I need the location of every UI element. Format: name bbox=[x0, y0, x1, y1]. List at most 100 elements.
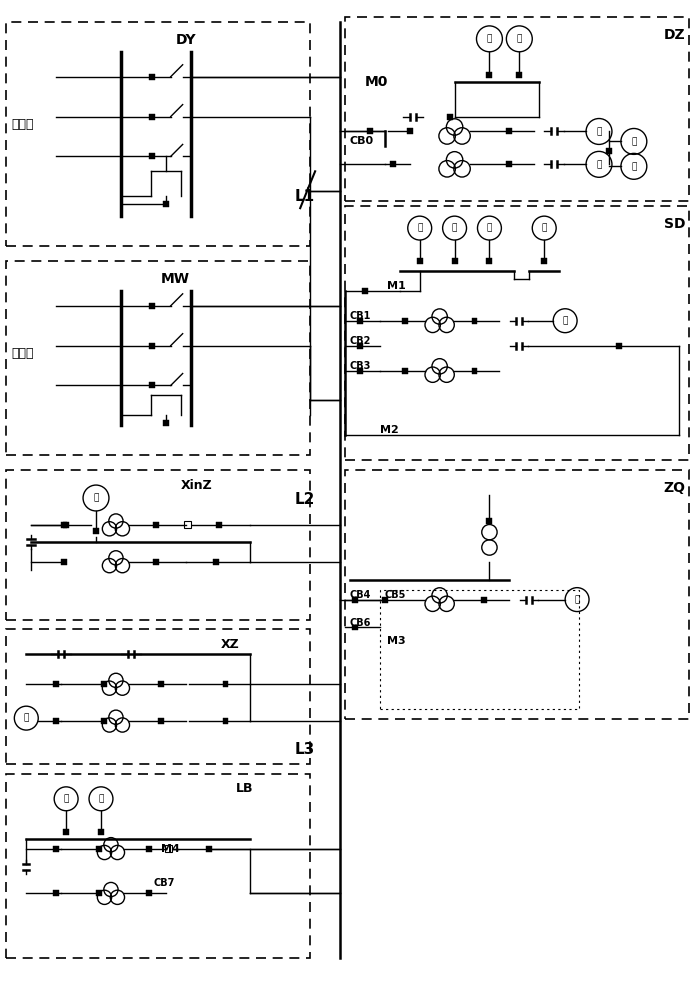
Bar bbox=[53, 846, 59, 852]
Bar bbox=[6, 470, 310, 620]
Bar bbox=[6, 774, 310, 958]
Bar bbox=[390, 161, 396, 167]
Bar bbox=[163, 420, 169, 426]
Text: 水: 水 bbox=[452, 224, 457, 233]
Bar bbox=[482, 597, 487, 603]
Text: M0: M0 bbox=[365, 75, 388, 89]
Text: 水: 水 bbox=[542, 224, 547, 233]
Text: M1: M1 bbox=[387, 281, 406, 291]
Text: XinZ: XinZ bbox=[181, 479, 212, 492]
Bar bbox=[153, 559, 158, 565]
Bar bbox=[352, 597, 358, 603]
Bar bbox=[146, 890, 151, 896]
Bar bbox=[357, 343, 363, 349]
Text: SD: SD bbox=[664, 217, 685, 231]
Bar bbox=[149, 382, 155, 388]
Bar bbox=[357, 318, 363, 324]
Text: 水: 水 bbox=[24, 714, 29, 723]
Bar bbox=[101, 681, 107, 687]
Bar bbox=[213, 559, 218, 565]
Bar bbox=[367, 128, 373, 134]
Bar bbox=[61, 522, 67, 528]
Text: XZ: XZ bbox=[221, 638, 239, 651]
Text: 水: 水 bbox=[631, 137, 637, 146]
Bar bbox=[487, 258, 492, 264]
Text: MW: MW bbox=[161, 272, 190, 286]
Text: 水: 水 bbox=[631, 162, 637, 171]
Bar bbox=[149, 114, 155, 120]
Bar bbox=[487, 518, 492, 524]
Bar bbox=[362, 288, 368, 294]
Bar bbox=[98, 829, 104, 835]
Text: 水: 水 bbox=[64, 794, 69, 803]
Text: L2: L2 bbox=[295, 492, 315, 508]
Bar bbox=[96, 846, 102, 852]
Bar bbox=[380, 590, 579, 709]
Text: ZQ: ZQ bbox=[664, 481, 685, 495]
Bar bbox=[407, 128, 413, 134]
Bar bbox=[357, 368, 363, 374]
Text: CB6: CB6 bbox=[350, 618, 371, 628]
Bar bbox=[61, 559, 67, 565]
Bar bbox=[616, 343, 622, 349]
Bar bbox=[472, 368, 477, 374]
Bar bbox=[165, 845, 172, 852]
Text: M4: M4 bbox=[161, 844, 179, 854]
Bar bbox=[6, 22, 310, 246]
Text: 水: 水 bbox=[487, 34, 492, 43]
Bar bbox=[153, 522, 158, 528]
Text: 水: 水 bbox=[98, 794, 104, 803]
Text: CB5: CB5 bbox=[385, 590, 406, 600]
Bar bbox=[487, 72, 492, 78]
Text: 水: 水 bbox=[517, 34, 522, 43]
Text: 水: 水 bbox=[596, 160, 602, 169]
Text: 水: 水 bbox=[596, 127, 602, 136]
Bar bbox=[345, 206, 689, 460]
Text: L1: L1 bbox=[295, 189, 315, 204]
Bar bbox=[517, 72, 522, 78]
Bar bbox=[101, 718, 107, 724]
Bar bbox=[146, 846, 151, 852]
Bar bbox=[506, 161, 512, 167]
Text: DY: DY bbox=[176, 33, 196, 47]
Bar bbox=[158, 718, 164, 724]
Bar bbox=[345, 470, 689, 719]
Bar bbox=[345, 17, 689, 201]
Bar bbox=[53, 718, 59, 724]
Bar bbox=[149, 153, 155, 159]
Text: M2: M2 bbox=[380, 425, 399, 435]
Text: 水: 水 bbox=[487, 224, 492, 233]
Bar bbox=[216, 522, 221, 528]
Text: 水: 水 bbox=[94, 494, 98, 503]
Bar bbox=[402, 368, 408, 374]
Bar bbox=[223, 718, 228, 724]
Bar bbox=[447, 114, 452, 120]
Bar bbox=[6, 629, 310, 764]
Bar bbox=[452, 258, 458, 264]
Bar bbox=[402, 318, 408, 324]
Text: CB4: CB4 bbox=[350, 590, 371, 600]
Bar bbox=[63, 829, 69, 835]
Text: 主网侧: 主网侧 bbox=[11, 347, 34, 360]
Bar bbox=[206, 846, 211, 852]
Bar bbox=[96, 890, 102, 896]
Text: 水: 水 bbox=[417, 224, 422, 233]
Bar bbox=[223, 681, 228, 687]
Bar bbox=[53, 890, 59, 896]
Bar bbox=[472, 318, 477, 324]
Text: 水: 水 bbox=[563, 316, 568, 325]
Bar bbox=[93, 528, 99, 534]
Bar bbox=[149, 303, 155, 309]
Bar bbox=[158, 681, 164, 687]
Text: CB1: CB1 bbox=[350, 311, 371, 321]
Text: CB2: CB2 bbox=[350, 336, 371, 346]
Bar bbox=[53, 681, 59, 687]
Bar bbox=[149, 74, 155, 80]
Bar bbox=[63, 522, 69, 528]
Bar bbox=[382, 597, 388, 603]
Text: CB0: CB0 bbox=[350, 136, 374, 146]
Bar bbox=[417, 258, 423, 264]
Text: DZ: DZ bbox=[664, 28, 685, 42]
Bar bbox=[184, 521, 191, 528]
Bar bbox=[149, 343, 155, 349]
